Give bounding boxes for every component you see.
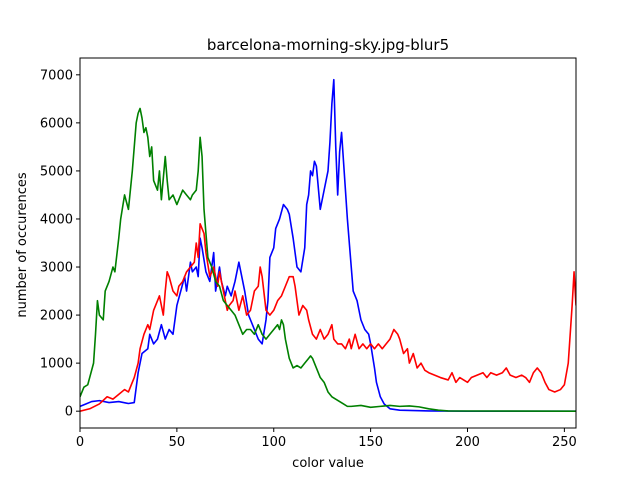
series-line-2: [80, 107, 576, 412]
y-tick-label: 4000: [40, 212, 73, 227]
x-tick-label: 0: [76, 435, 84, 450]
y-tick-label: 1000: [40, 357, 73, 372]
y-tick-label: 5000: [40, 164, 73, 179]
x-tick-label: 200: [455, 435, 480, 450]
x-tick-label: 250: [552, 435, 577, 450]
y-axis-label: number of occurences: [15, 172, 30, 317]
y-tick-label: 7000: [40, 68, 73, 83]
y-tick-label: 0: [65, 405, 73, 420]
x-axis-label: color value: [292, 456, 364, 471]
x-tick-label: 100: [261, 435, 286, 450]
y-tick-label: 6000: [40, 116, 73, 131]
y-tick-label: 2000: [40, 309, 73, 324]
chart-title: barcelona-morning-sky.jpg-blur5: [207, 36, 449, 54]
series-line-1: [80, 222, 576, 412]
axes-frame: [79, 57, 577, 429]
x-tick-label: 50: [169, 435, 186, 450]
series-line-0: [80, 78, 576, 412]
y-tick-label: 3000: [40, 261, 73, 276]
plot-area: 0 50 100 150 200 250 0 1000 2000 3000 4000 5000 6000…: [40, 57, 577, 450]
x-tick-label: 150: [358, 435, 383, 450]
